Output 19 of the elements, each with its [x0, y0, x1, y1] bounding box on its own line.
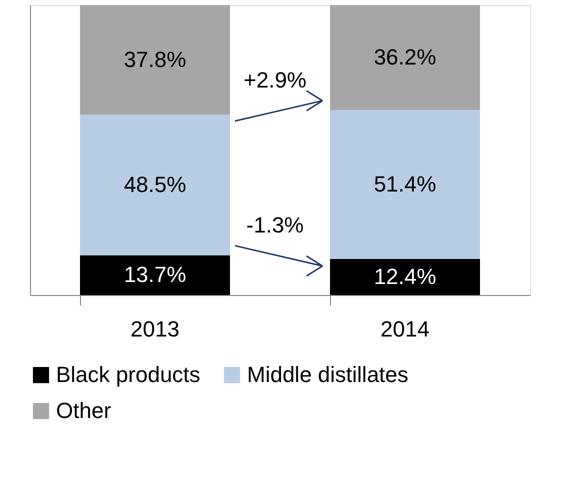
x-tick-label: 2014: [380, 316, 430, 342]
annotation: +2.9%: [244, 68, 306, 93]
data-label: 51.4%: [374, 172, 436, 197]
data-label: 37.8%: [124, 46, 186, 72]
bar: [330, 5, 480, 110]
data-label: 13.7%: [124, 262, 186, 288]
legend-label: Other: [56, 398, 112, 423]
bar: [330, 259, 480, 295]
bar: [330, 110, 480, 260]
legend-label: Black products: [56, 362, 200, 387]
bar: [80, 5, 230, 115]
data-label: 36.2%: [374, 44, 436, 70]
bar: [80, 255, 230, 295]
bar: [80, 114, 230, 256]
x-tick-label: 2013: [130, 316, 180, 342]
legend-label: Middle distillates: [247, 362, 408, 387]
annotation: -1.3%: [246, 212, 304, 238]
data-label: 48.5%: [124, 172, 186, 197]
data-label: 12.4%: [374, 264, 436, 290]
